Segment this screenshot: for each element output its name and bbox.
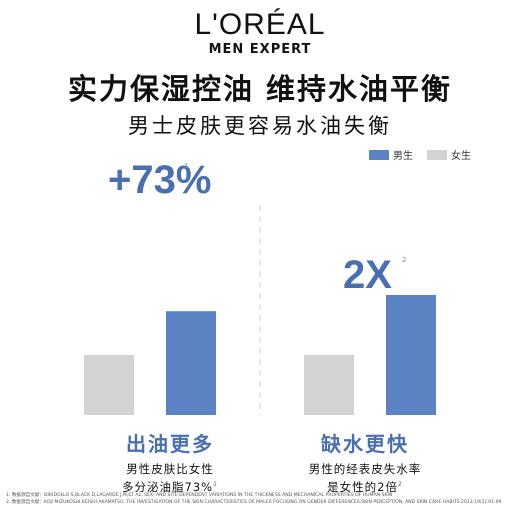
- legend-label-male: 男生: [393, 151, 413, 162]
- brand-subline: MEN EXPERT: [208, 42, 312, 57]
- footnotes: 1. 数据源自文献：DIRIDOLLO S,BLACK D,LAGARDE J.…: [6, 493, 514, 506]
- brand-logo: L'ORÉAL MEN EXPERT: [0, 8, 520, 58]
- annotation-water: 2X: [343, 253, 392, 297]
- footnote-1: 1. 数据源自文献：DIRIDOLLO S,BLACK D,LAGARDE J.…: [6, 493, 393, 498]
- headline: 实力保湿控油 维持水油平衡: [67, 72, 453, 106]
- annotation-oil: +73%: [108, 158, 211, 202]
- bar-oil-male: [166, 311, 216, 415]
- footnote-2: 2. 数据源自文献：KOJI MIZUKOSHI,KEISHI AKAMATSU…: [6, 499, 502, 505]
- caption-oil: 出油更多 男性皮肤比女性 多分泌油脂73%1: [75, 428, 265, 495]
- bar-water-male: [386, 295, 436, 415]
- legend-swatch-male: [369, 149, 389, 160]
- caption-oil-title: 出油更多: [126, 432, 214, 456]
- caption-water-text: 男性的经表皮失水率 是女性的2倍2: [265, 461, 465, 495]
- brand-name: L'ORÉAL: [194, 8, 326, 41]
- caption-oil-ref: 1: [213, 481, 218, 488]
- caption-water: 缺水更快 男性的经表皮失水率 是女性的2倍2: [265, 428, 465, 495]
- legend-item-male: 男生: [369, 147, 413, 162]
- bars-layer: [84, 295, 436, 415]
- legend-item-female: 女生: [427, 147, 471, 162]
- caption-oil-line1: 男性皮肤比女性: [126, 462, 214, 476]
- subheadline: 男士皮肤更容易水油失衡: [128, 114, 392, 138]
- caption-water-line1: 男性的经表皮失水率: [308, 462, 422, 476]
- chart-legend: 男生 女生: [369, 147, 485, 162]
- caption-water-ref: 2: [398, 481, 403, 488]
- caption-water-line2: 是女性的2倍: [327, 479, 398, 494]
- caption-oil-text: 男性皮肤比女性 多分泌油脂73%1: [75, 461, 265, 495]
- annotation-water-ref: 2: [402, 256, 406, 264]
- annotation-oil-ref: 1: [184, 162, 188, 170]
- caption-water-title: 缺水更快: [321, 432, 409, 456]
- bar-water-female: [304, 355, 354, 415]
- legend-label-female: 女生: [451, 151, 471, 162]
- bar-oil-female: [84, 355, 134, 415]
- legend-swatch-female: [427, 149, 447, 160]
- caption-oil-line2: 多分泌油脂73%: [122, 479, 214, 494]
